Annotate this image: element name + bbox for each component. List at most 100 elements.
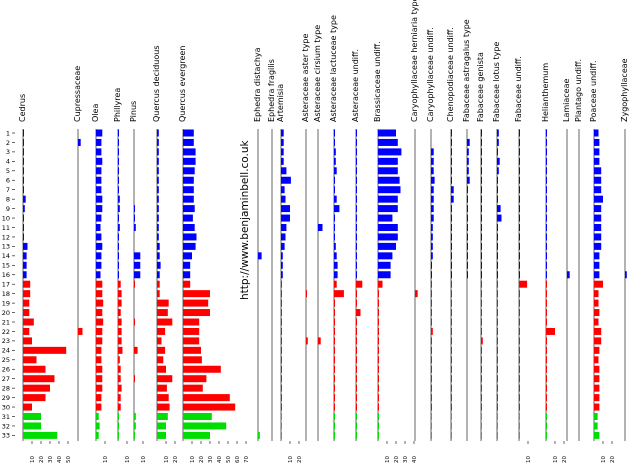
sample-label: 29 [2, 394, 10, 402]
bar [594, 176, 602, 184]
bar [334, 290, 344, 298]
bar [431, 346, 432, 354]
bar [281, 346, 282, 354]
bar [281, 413, 282, 420]
bar [118, 403, 121, 411]
bar [497, 299, 498, 307]
bar [378, 167, 398, 175]
taxon-name: Plantago undiff. [574, 59, 583, 122]
taxon-column: Fabaceae genista [476, 52, 485, 441]
bar [96, 299, 104, 307]
bar [356, 205, 357, 213]
bar [318, 337, 321, 345]
bar [431, 157, 434, 165]
bar [378, 431, 379, 439]
sample-label: 6 [6, 177, 10, 185]
bar [497, 422, 498, 430]
bar [431, 309, 432, 317]
bar [431, 299, 432, 307]
taxon-name: Quercus evergreen [178, 46, 187, 122]
bar [594, 261, 600, 269]
bar [334, 271, 338, 279]
bar [334, 261, 338, 269]
bar [356, 157, 357, 165]
bar [183, 214, 193, 222]
bar [78, 138, 81, 146]
bar [378, 242, 396, 250]
taxon-column: Ephedra fragilis [267, 59, 276, 441]
bar [594, 290, 599, 298]
bar [23, 280, 31, 288]
bar [594, 148, 600, 156]
x-tick-label: 10 [164, 456, 170, 463]
bar [481, 375, 482, 383]
bar [481, 261, 482, 269]
sample-label: 18 [2, 290, 10, 298]
x-tick-label: 10 [125, 456, 131, 463]
bar [281, 129, 284, 137]
bar [183, 242, 196, 250]
sample-label: 12 [2, 233, 10, 241]
taxon-name: Olea [91, 104, 100, 122]
bar [378, 375, 379, 383]
bar [23, 176, 24, 184]
x-tick-label: 30 [208, 456, 214, 463]
bar [258, 431, 260, 439]
bar [96, 356, 102, 364]
x-tick-label: 10 [190, 456, 196, 463]
taxon-name: Fabaceae astragalus type [462, 19, 471, 122]
bar [23, 252, 27, 260]
bar [467, 252, 468, 260]
bar [378, 261, 391, 269]
bar [134, 271, 141, 279]
bar [356, 431, 357, 439]
bar [334, 422, 335, 430]
x-tick-label: 20 [39, 456, 45, 463]
bar [356, 327, 357, 335]
bar [281, 299, 282, 307]
bar [497, 176, 498, 184]
bar [157, 242, 160, 250]
bar [451, 337, 452, 345]
bar [481, 384, 482, 392]
bar [23, 186, 24, 194]
bar [96, 214, 102, 222]
sample-label: 26 [2, 366, 10, 374]
bar [118, 214, 119, 222]
bar [451, 365, 452, 373]
bar [356, 195, 357, 203]
x-tick-label: 10 [103, 456, 109, 463]
bar [497, 337, 498, 345]
bar [519, 299, 520, 307]
bar [519, 195, 520, 203]
bar [451, 431, 452, 439]
bar [183, 280, 191, 288]
bar [157, 195, 159, 203]
bar [281, 224, 287, 231]
bar [594, 138, 600, 146]
bar [378, 337, 379, 345]
bar [594, 233, 602, 241]
bar [431, 403, 432, 411]
taxon-column: Asteraceae undiff. [351, 49, 363, 441]
bar [481, 422, 482, 430]
bar [356, 422, 357, 430]
bar [467, 138, 470, 146]
x-tick-label: 20 [297, 456, 303, 463]
bar [497, 280, 498, 288]
bar [134, 318, 135, 326]
bar [23, 299, 30, 307]
bar [157, 214, 159, 222]
bar [183, 356, 202, 364]
taxon-name: Fabaceae lotus type [492, 42, 501, 122]
taxon-name: Asteraceae undiff. [351, 49, 360, 122]
bar [497, 318, 498, 326]
taxon-column: Helianthemum 10 20 [541, 63, 568, 463]
bar [481, 356, 482, 364]
bar [183, 422, 227, 430]
bar [157, 205, 159, 213]
bar [23, 271, 27, 279]
bar [183, 365, 221, 373]
bar [451, 205, 452, 213]
